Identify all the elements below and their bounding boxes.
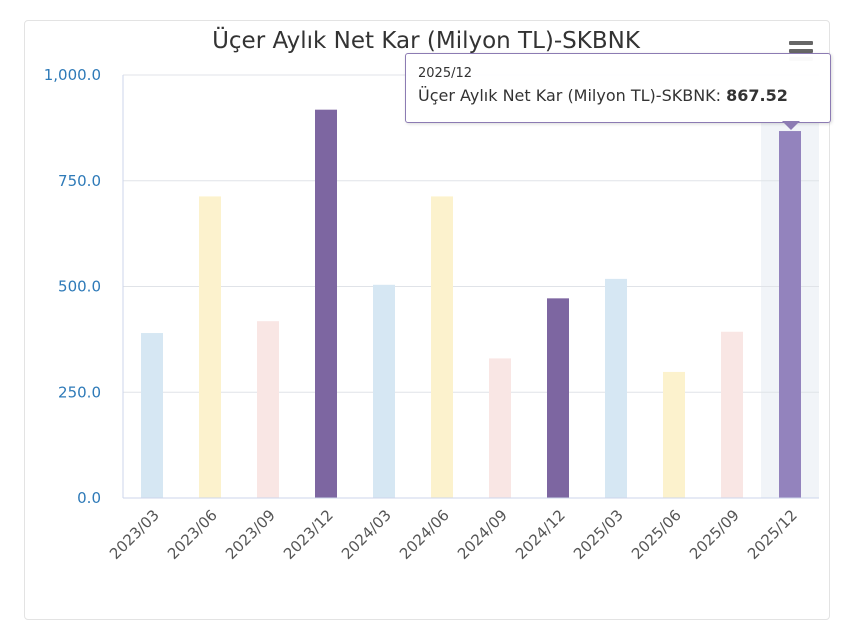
menu-bar [789,49,813,53]
bar[interactable] [721,331,743,498]
x-tick-label: 2024/12 [512,506,569,563]
x-tick-label: 2024/06 [396,506,453,563]
x-tick-label: 2023/03 [106,506,163,563]
tooltip-series-label: Üçer Aylık Net Kar (Milyon TL)-SKBNK: [418,86,722,105]
x-tick-label: 2025/06 [628,506,685,563]
bar[interactable] [431,196,453,498]
y-tick-label: 500.0 [58,278,101,296]
bar[interactable] [141,333,163,498]
x-tick-label: 2024/09 [454,506,511,563]
bar[interactable] [779,131,801,498]
bar[interactable] [199,196,221,498]
tooltip-arrow [782,121,800,130]
y-tick-label: 1,000.0 [44,66,101,84]
tooltip-category: 2025/12 [418,66,473,81]
bar[interactable] [663,371,685,498]
tooltip-line: Üçer Aylık Net Kar (Milyon TL)-SKBNK: 86… [418,84,818,108]
y-tick-label: 250.0 [58,383,101,401]
x-tick-label: 2025/03 [570,506,627,563]
tooltip-value: 867.52 [726,86,788,105]
bar[interactable] [373,284,395,498]
bar[interactable] [547,298,569,498]
chart-tooltip: 2025/12 Üçer Aylık Net Kar (Milyon TL)-S… [405,53,831,123]
bar[interactable] [315,109,337,498]
x-tick-label: 2025/09 [686,506,743,563]
x-tick-label: 2023/09 [222,506,279,563]
y-tick-label: 750.0 [58,172,101,190]
bar[interactable] [605,278,627,498]
bar[interactable] [489,358,511,498]
x-tick-label: 2023/06 [164,506,221,563]
x-tick-label: 2025/12 [744,506,801,563]
bar[interactable] [257,321,279,498]
y-tick-label: 0.0 [77,489,101,507]
x-tick-label: 2023/12 [280,506,337,563]
x-tick-label: 2024/03 [338,506,395,563]
menu-bar [789,41,813,45]
